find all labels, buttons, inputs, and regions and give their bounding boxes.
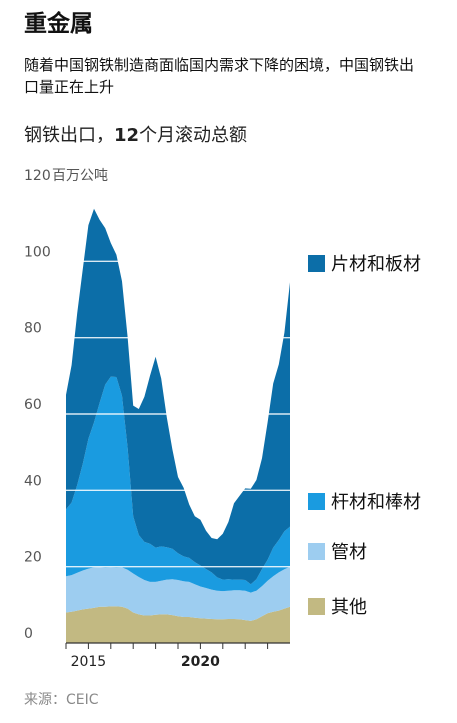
y-tick-label-100: 100 <box>24 244 51 260</box>
chart-title-bold: 12 <box>114 125 140 146</box>
legend-swatch-pipe <box>308 542 325 560</box>
legend-item-long: 杆材和棒材 <box>308 488 421 514</box>
chart-title: 钢铁出口，12个月滚动总额 <box>24 121 247 147</box>
y-tick-label-60: 60 <box>24 397 42 413</box>
chart-title-prefix: 钢铁出口， <box>24 125 114 146</box>
y-tick-label-0: 0 <box>24 626 33 642</box>
x-tick-label-2015: 2015 <box>71 654 107 670</box>
y-tick-label-120: 120 <box>24 168 51 184</box>
y-unit-label: 百万公吨 <box>52 168 108 184</box>
page-title: 重金属 <box>24 11 93 37</box>
source-note: 来源：CEIC <box>24 692 99 708</box>
legend-item-flat: 片材和板材 <box>308 250 421 276</box>
stacked-area-chart: 0 20 40 60 80 100 120 百万公吨 2015 2020 <box>24 168 290 670</box>
legend-swatch-flat <box>308 254 325 272</box>
legend-label-flat: 片材和板材 <box>331 254 421 275</box>
y-tick-label-40: 40 <box>24 473 42 489</box>
chart-title-suffix: 个月滚动总额 <box>139 125 248 146</box>
area-series-2 <box>66 376 290 593</box>
page-subtitle: 随着中国钢铁制造商面临国内需求下降的困境，中国钢铁出口量正在上升 <box>24 56 415 96</box>
area-series-3 <box>66 208 290 585</box>
legend-label-long: 杆材和棒材 <box>331 492 421 513</box>
y-tick-label-20: 20 <box>24 550 42 566</box>
x-tick-label-2020: 2020 <box>181 654 220 670</box>
legend-item-other: 其他 <box>308 593 367 619</box>
area-series-1 <box>66 566 290 621</box>
legend-swatch-other <box>308 597 325 615</box>
legend-item-pipe: 管材 <box>308 538 367 564</box>
legend-label-other: 其他 <box>331 597 367 618</box>
legend-swatch-long <box>308 492 325 510</box>
y-tick-label-80: 80 <box>24 321 42 337</box>
legend-label-pipe: 管材 <box>331 542 367 563</box>
area-series-0 <box>66 606 290 643</box>
